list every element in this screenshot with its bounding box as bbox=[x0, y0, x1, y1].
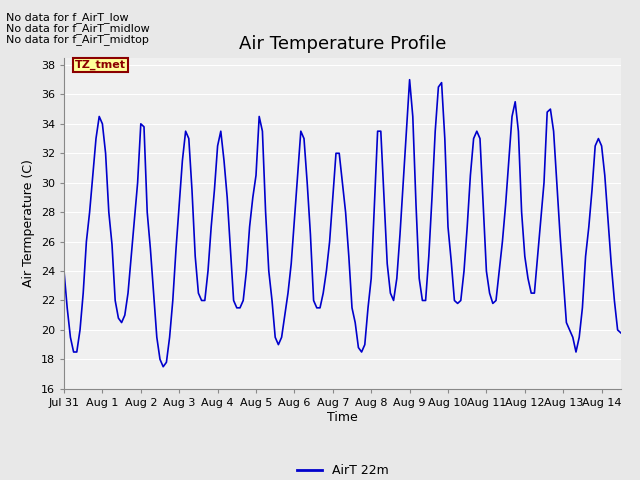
Text: TZ_tmet: TZ_tmet bbox=[75, 60, 126, 70]
Text: No data for f_AirT_midlow: No data for f_AirT_midlow bbox=[6, 23, 150, 34]
Text: No data for f_AirT_midtop: No data for f_AirT_midtop bbox=[6, 34, 149, 45]
Y-axis label: Air Termperature (C): Air Termperature (C) bbox=[22, 159, 35, 287]
Text: No data for f_AirT_low: No data for f_AirT_low bbox=[6, 12, 129, 23]
Title: Air Temperature Profile: Air Temperature Profile bbox=[239, 35, 446, 53]
X-axis label: Time: Time bbox=[327, 410, 358, 424]
Legend: AirT 22m: AirT 22m bbox=[292, 459, 393, 480]
